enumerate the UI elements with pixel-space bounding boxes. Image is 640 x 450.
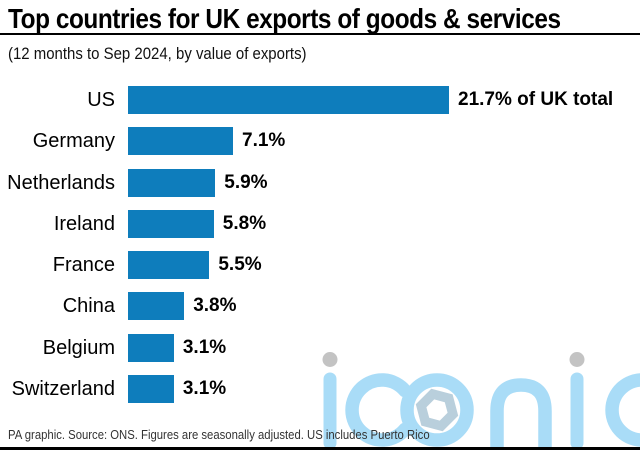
bar — [128, 168, 216, 197]
source-credit: PA graphic. Source: ONS. Figures are sea… — [8, 427, 430, 442]
chart-title: Top countries for UK exports of goods & … — [8, 3, 561, 34]
bar-row: France 5.5% — [0, 251, 613, 280]
category-label: Germany — [32, 130, 115, 153]
bar — [128, 209, 214, 238]
category-label: Netherlands — [7, 171, 115, 194]
title-divider-line — [0, 33, 640, 35]
bar-row: Netherlands 5.9% — [0, 168, 613, 197]
value-label: 3.1% — [182, 336, 227, 358]
value-label: 3.1% — [182, 378, 227, 400]
value-label: 5.9% — [224, 171, 268, 193]
value-label: 7.1% — [242, 130, 286, 152]
bar — [128, 333, 174, 362]
letter-c — [605, 373, 640, 447]
bar — [128, 127, 234, 156]
bar-row: Ireland 5.8% — [0, 209, 613, 238]
category-label: China — [62, 295, 115, 318]
value-label: 5.8% — [222, 212, 267, 234]
bar-row: Germany 7.1% — [0, 127, 613, 156]
bar-chart: US 21.7% of UK total Germany 7.1% Netherland… — [0, 86, 613, 404]
value-label: 21.7% of UK total — [458, 89, 614, 110]
bar — [128, 251, 210, 280]
chart-subtitle: (12 months to Sep 2024, by value of expo… — [8, 44, 307, 63]
category-label: US — [87, 89, 115, 111]
bar-rows: US 21.7% of UK total Germany 7.1% Netherland… — [0, 86, 613, 404]
category-label: Ireland — [53, 212, 115, 235]
bottom-border-line — [0, 447, 640, 450]
bar-row: China 3.8% — [0, 292, 613, 321]
bar-row: Belgium 3.1% — [0, 333, 613, 362]
bar — [128, 292, 185, 321]
bar — [128, 86, 449, 114]
value-label: 3.8% — [193, 295, 237, 317]
category-label: Switzerland — [11, 378, 115, 401]
value-label: 5.5% — [218, 254, 262, 276]
bar — [128, 375, 174, 404]
bar-row: US 21.7% of UK total — [0, 86, 613, 114]
category-label: France — [52, 254, 115, 277]
bar-row: Switzerland 3.1% — [0, 375, 613, 404]
category-label: Belgium — [42, 336, 115, 359]
